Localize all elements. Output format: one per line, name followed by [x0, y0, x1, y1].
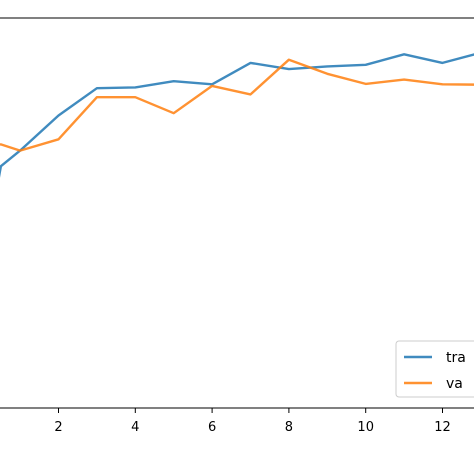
x-tick-label: 8: [285, 420, 293, 435]
x-tick-label: 10: [357, 420, 374, 435]
axes: 2 4 6 8 10 12: [0, 17, 474, 435]
x-tick-label: 4: [131, 420, 139, 435]
legend-label-1: va: [446, 376, 463, 392]
x-tick-label: 6: [208, 420, 216, 435]
x-tick-label: 12: [434, 420, 451, 435]
x-tick-label: 2: [54, 420, 62, 435]
legend: tra va: [395, 340, 474, 398]
series-layer: [0, 53, 474, 178]
series-line-0: [0, 53, 474, 178]
legend-label-0: tra: [446, 350, 466, 366]
series-line-1: [0, 58, 474, 152]
